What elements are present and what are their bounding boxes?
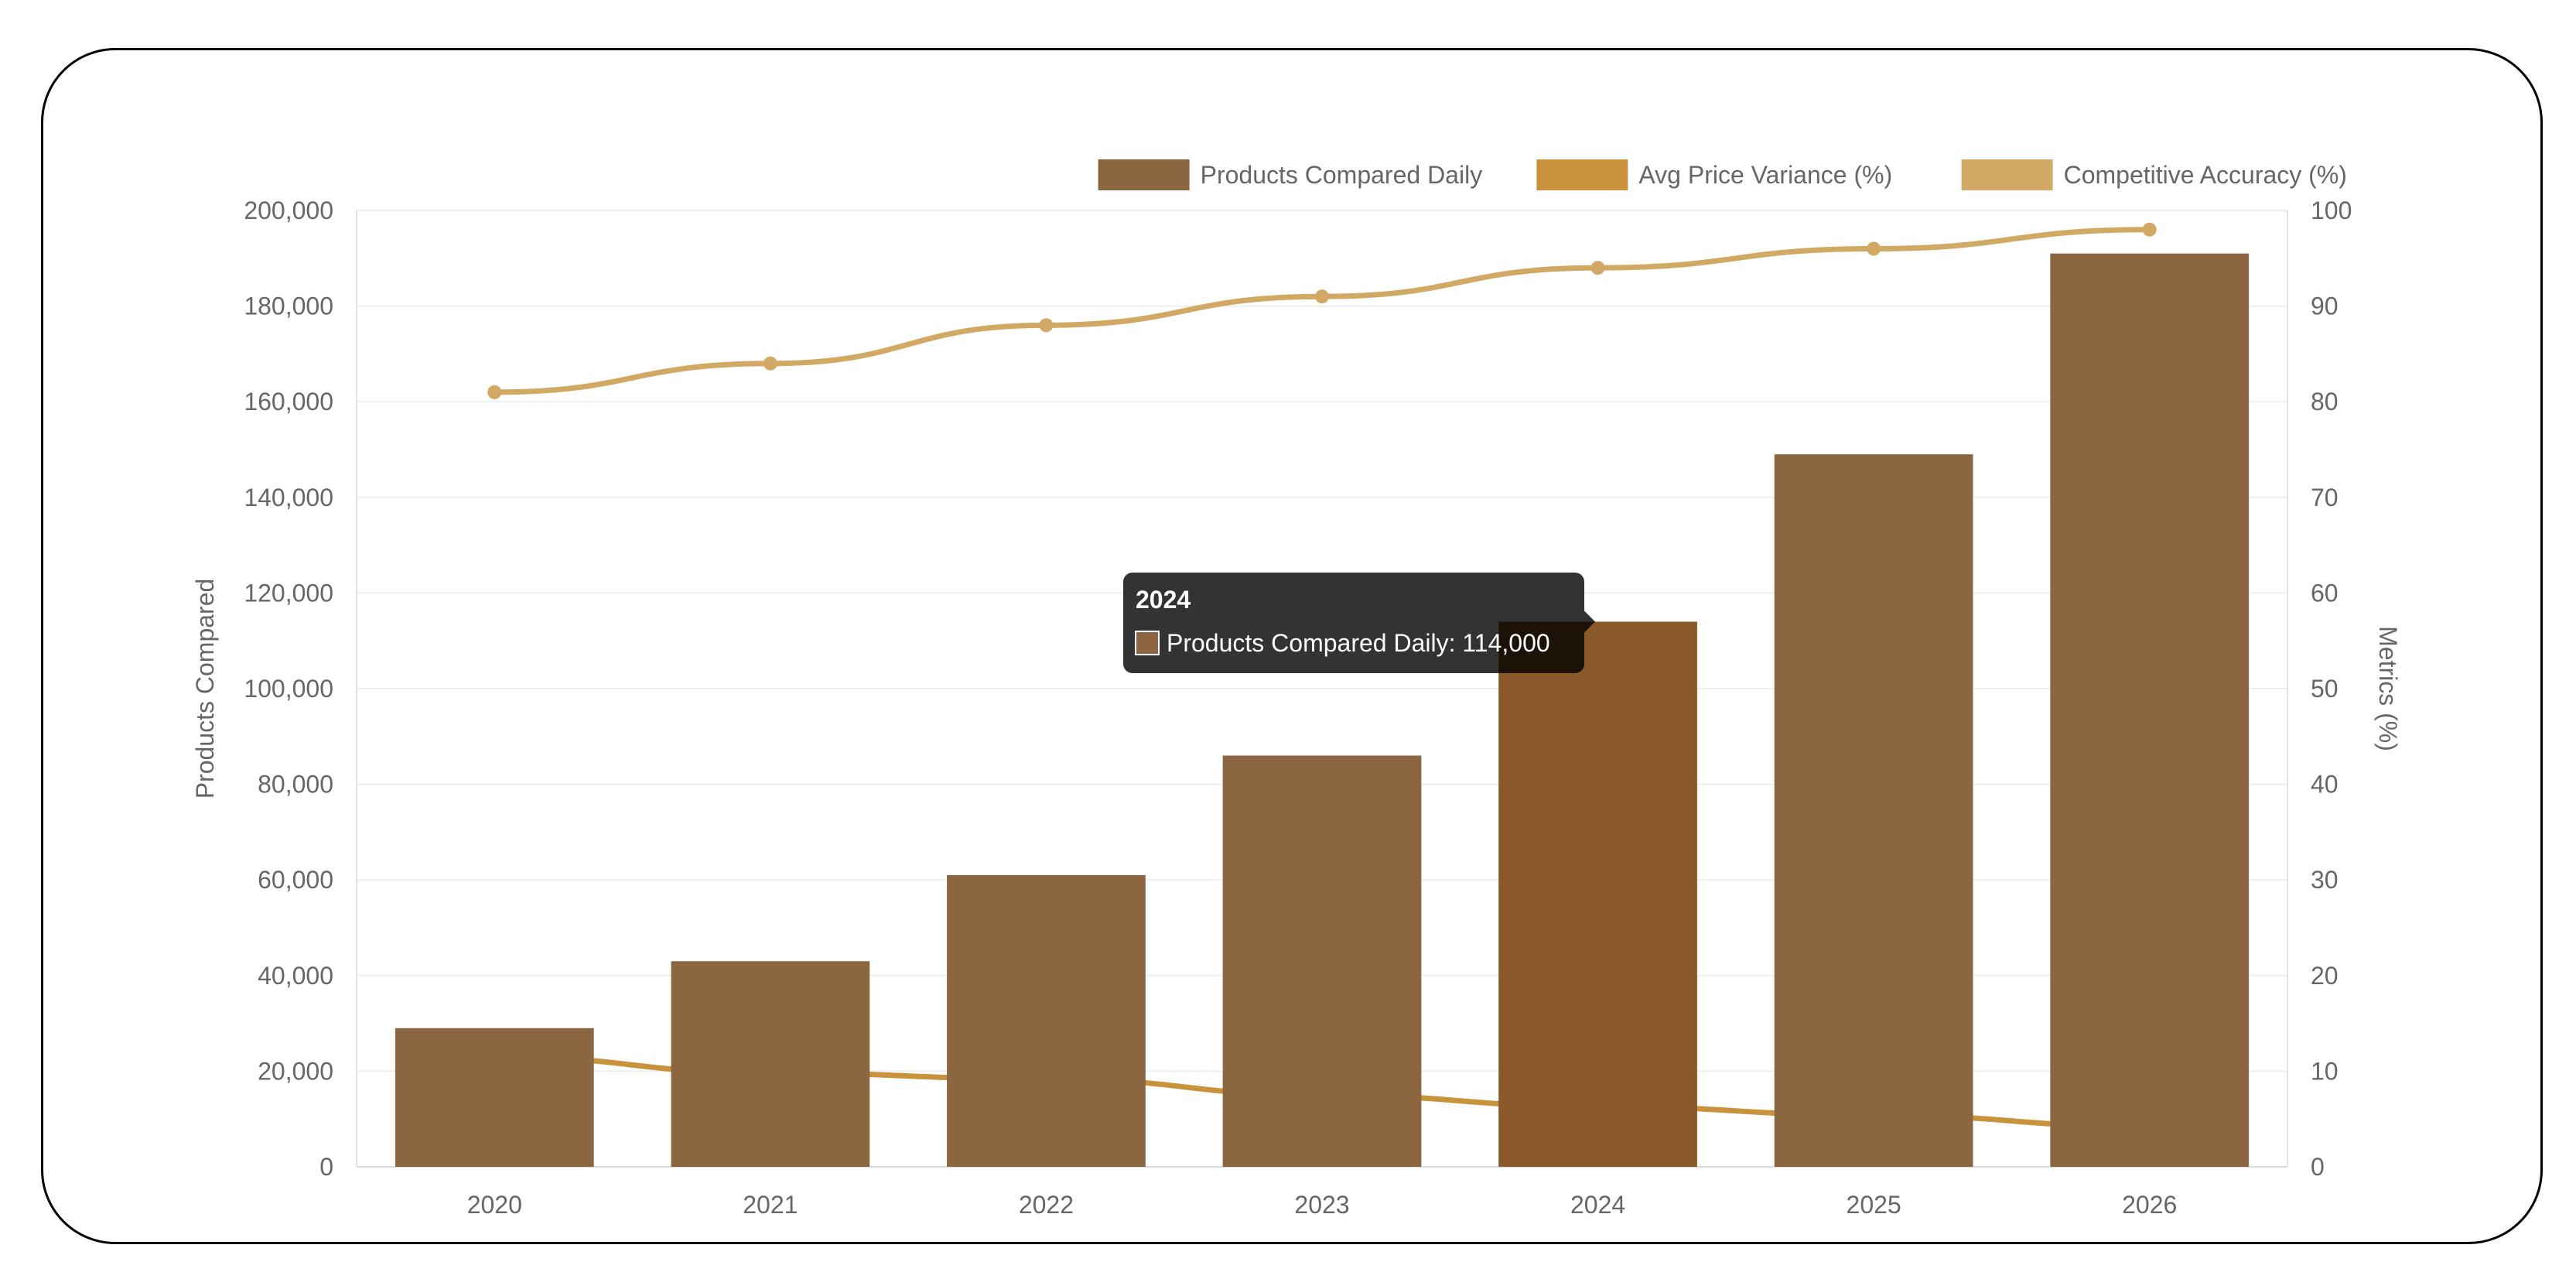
legend-label: Competitive Accuracy (%) — [2064, 161, 2347, 189]
bar — [1498, 621, 1697, 1167]
y-left-tick-label: 60,000 — [258, 866, 333, 894]
y-left-tick-label: 0 — [319, 1153, 333, 1181]
y-right-tick-label: 50 — [2311, 675, 2339, 703]
y-right-tick-label: 0 — [2311, 1153, 2325, 1181]
line-series — [487, 222, 2157, 399]
y-left-axis-title: Products Compared — [191, 579, 219, 799]
y-right-tick-label: 30 — [2311, 866, 2339, 894]
y-right-tick-label: 90 — [2311, 292, 2339, 320]
y-left-tick-label: 200,000 — [244, 197, 333, 224]
y-left-tick-label: 160,000 — [244, 388, 333, 416]
tooltip-box — [1123, 573, 1584, 673]
tooltip-arrow — [1584, 610, 1595, 633]
legend-swatch — [1098, 159, 1190, 190]
x-tick-label: 2023 — [1294, 1191, 1349, 1219]
legend: Products Compared Daily Avg Price Varianc… — [1098, 159, 2347, 190]
y-left-tick-label: 120,000 — [244, 579, 333, 607]
bar — [395, 1028, 594, 1167]
tooltip-title: 2024 — [1136, 586, 1191, 614]
data-point — [2142, 222, 2157, 237]
data-point — [1039, 318, 1054, 333]
bar — [2050, 253, 2250, 1167]
bar — [947, 875, 1146, 1167]
x-tick-label: 2020 — [467, 1191, 522, 1219]
y-right-tick-label: 70 — [2311, 484, 2339, 511]
x-tick-label: 2025 — [1847, 1191, 1901, 1219]
y-left-tick-label: 100,000 — [244, 675, 333, 703]
y-left-tick-label: 20,000 — [258, 1057, 333, 1085]
y-right-tick-label: 100 — [2311, 197, 2352, 224]
data-point — [487, 385, 502, 399]
x-tick-label: 2022 — [1019, 1191, 1074, 1219]
legend-swatch — [1961, 159, 2053, 190]
y-right-tick-label: 60 — [2311, 579, 2339, 607]
x-tick-label: 2026 — [2122, 1191, 2177, 1219]
data-point — [1315, 289, 1329, 304]
x-tick-label: 2024 — [1570, 1191, 1625, 1219]
y-right-tick-label: 10 — [2311, 1057, 2339, 1085]
tooltip-swatch — [1135, 631, 1160, 655]
y-left-tick-label: 140,000 — [244, 484, 333, 511]
data-point — [763, 356, 777, 371]
x-tick-label: 2021 — [743, 1191, 798, 1219]
data-point — [1867, 241, 1881, 256]
data-point — [1590, 261, 1605, 275]
y-left-tick-label: 180,000 — [244, 292, 333, 320]
y-left-tick-label: 80,000 — [258, 771, 333, 799]
legend-label: Products Compared Daily — [1201, 161, 1483, 189]
y-right-tick-label: 80 — [2311, 388, 2339, 416]
bar — [671, 961, 870, 1167]
series-line — [494, 227, 2150, 395]
axes: 0 20,000 40,000 60,000 80,000 100,000 120,000 1… — [191, 197, 2402, 1219]
tooltip: 2024 Products Compared Daily: 114,000 — [1123, 573, 1595, 673]
y-right-tick-label: 40 — [2311, 771, 2339, 799]
y-left-tick-label: 40,000 — [258, 962, 333, 990]
legend-swatch — [1536, 159, 1628, 190]
y-right-tick-label: 20 — [2311, 962, 2339, 990]
legend-label: Avg Price Variance (%) — [1638, 161, 1892, 189]
bar-series — [395, 253, 2250, 1167]
tooltip-line: Products Compared Daily: 114,000 — [1167, 629, 1550, 657]
y-right-axis-title: Metrics (%) — [2374, 626, 2402, 751]
bar — [1222, 755, 1422, 1167]
bar — [1774, 454, 1973, 1167]
